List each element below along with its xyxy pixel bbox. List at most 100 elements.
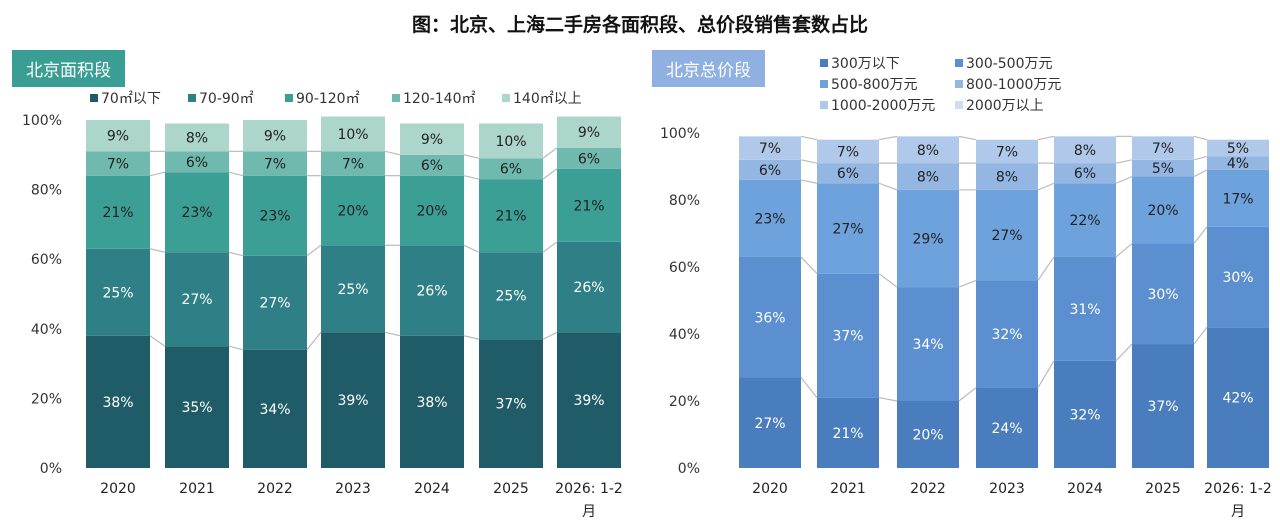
data-label: 4% [1227,156,1249,172]
connector-line [1193,135,1208,141]
bar-segment [1207,327,1269,468]
connector-line [1037,360,1055,388]
legend-swatch [955,59,963,67]
data-label: 27% [832,221,863,237]
bar-segment [897,287,959,401]
connector-line [542,331,558,340]
data-label: 39% [337,393,368,409]
data-label: 7% [1152,141,1174,157]
bar-segment [1054,163,1116,184]
legend-swatch [955,80,963,88]
connector-line [542,241,558,253]
y-tick-label: 40% [669,327,700,343]
data-label: 27% [181,292,212,308]
bar-segment [739,256,801,378]
bar-segment [400,245,464,336]
x-tick-label: 2021 [830,481,866,497]
y-tick-label: 0% [678,461,700,477]
bar-segment [1132,344,1194,468]
connector-line [1193,326,1208,345]
data-label: 42% [1222,391,1253,407]
bar-segment [165,151,229,173]
data-label: 39% [573,393,604,409]
bar-segment [400,175,464,246]
bar-segment [1207,226,1269,328]
bar-segment [165,346,229,468]
data-label: 38% [416,395,447,411]
data-label: 34% [259,402,290,418]
connector-line [878,397,898,402]
x-tick-label: 2026: 1-2 [555,481,623,497]
data-label: 21% [495,209,526,225]
connector-line [1115,343,1133,362]
data-label: 8% [917,170,939,186]
bar-segment [400,123,464,155]
data-label: 20% [416,203,447,219]
y-tick-label: 40% [31,322,62,338]
data-label: 38% [102,395,133,411]
y-tick-label: 80% [31,183,62,199]
bar-segment [243,349,307,468]
data-label: 36% [754,310,785,326]
legend-label: 70-90㎡ [199,91,254,107]
connector-line [228,251,244,257]
bar-segment [739,179,801,257]
data-label: 25% [495,289,526,305]
connector-line [800,377,818,399]
bar-segment [1132,176,1194,244]
x-tick-label: 2021 [179,481,215,497]
bar-segment [739,377,801,468]
bar-segment [243,120,307,152]
legend-swatch [188,94,196,102]
connector-line [463,244,480,253]
data-label: 6% [1074,166,1096,182]
bar-segment [165,252,229,347]
bar-segment [976,163,1038,190]
bar-segment [321,175,385,246]
connector-line [1037,182,1055,191]
data-label: 20% [337,203,368,219]
data-label: 31% [1069,302,1100,318]
connector-line [228,171,244,177]
x-tick-label: 2022 [910,481,946,497]
bar-segment [243,175,307,256]
data-label: 21% [573,198,604,214]
connector-line [149,171,166,177]
data-label: 10% [337,127,368,143]
data-label: 27% [991,228,1022,244]
data-label: 9% [578,125,600,141]
bar-segment [557,168,621,242]
bar-segment [739,159,801,180]
data-label: 29% [912,232,943,248]
connector-line [228,345,244,351]
left-chart-tag: 北京面积段 [12,50,125,87]
bar-segment [897,163,959,190]
connector-line [878,135,898,141]
bar-segment [321,151,385,176]
x-tick-label: 2025 [493,481,529,497]
data-label: 37% [495,397,526,413]
data-label: 7% [759,141,781,157]
data-label: 8% [917,143,939,159]
bar-segment [400,154,464,176]
connector-line [958,387,977,402]
data-label: 23% [259,209,290,225]
data-label: 37% [832,329,863,345]
bar-segment [976,139,1038,164]
bar-segment [897,136,959,164]
x-tick-label: 2025 [1145,481,1181,497]
y-tick-label: 20% [31,391,62,407]
connector-line [1115,175,1133,184]
data-label: 7% [264,157,286,173]
connector-line [958,135,977,141]
data-label: 7% [996,144,1018,160]
data-label: 6% [578,151,600,167]
connector-line [384,331,401,337]
data-label: 6% [421,158,443,174]
data-label: 9% [107,129,129,145]
data-label: 22% [1069,213,1100,229]
connector-line [800,256,818,275]
legend-label: 2000万以上 [966,98,1044,114]
bar-segment [557,241,621,333]
bar-segment [479,339,543,468]
